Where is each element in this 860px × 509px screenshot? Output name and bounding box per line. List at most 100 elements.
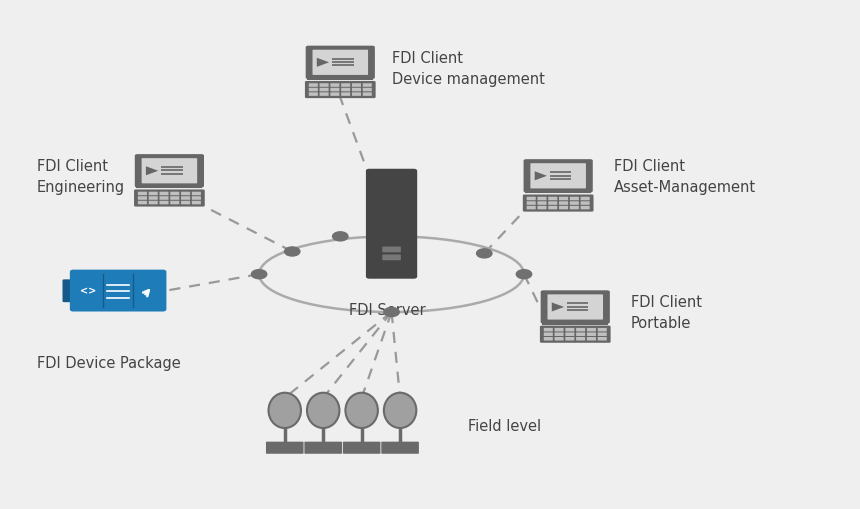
FancyBboxPatch shape	[540, 326, 611, 343]
FancyBboxPatch shape	[598, 333, 607, 336]
FancyBboxPatch shape	[366, 169, 417, 279]
Polygon shape	[552, 303, 564, 312]
FancyBboxPatch shape	[341, 84, 350, 88]
FancyBboxPatch shape	[138, 192, 147, 196]
FancyBboxPatch shape	[192, 192, 201, 196]
FancyBboxPatch shape	[555, 337, 563, 341]
Circle shape	[333, 232, 348, 241]
FancyBboxPatch shape	[320, 84, 329, 88]
FancyBboxPatch shape	[587, 328, 596, 332]
FancyBboxPatch shape	[538, 207, 546, 210]
FancyBboxPatch shape	[576, 337, 585, 341]
FancyBboxPatch shape	[352, 93, 361, 97]
FancyBboxPatch shape	[381, 442, 419, 454]
FancyBboxPatch shape	[555, 328, 563, 332]
Circle shape	[516, 270, 531, 279]
FancyBboxPatch shape	[309, 93, 318, 97]
FancyBboxPatch shape	[548, 197, 557, 201]
FancyBboxPatch shape	[138, 202, 147, 205]
FancyBboxPatch shape	[544, 333, 553, 336]
FancyBboxPatch shape	[305, 82, 376, 99]
FancyBboxPatch shape	[159, 197, 169, 201]
Text: FDI Client
Device management: FDI Client Device management	[391, 50, 544, 87]
FancyBboxPatch shape	[304, 442, 342, 454]
FancyBboxPatch shape	[181, 197, 190, 201]
FancyBboxPatch shape	[538, 202, 546, 206]
FancyBboxPatch shape	[363, 89, 372, 92]
FancyBboxPatch shape	[598, 337, 607, 341]
FancyBboxPatch shape	[330, 93, 340, 97]
Text: Field level: Field level	[469, 418, 542, 433]
FancyBboxPatch shape	[138, 197, 147, 201]
FancyBboxPatch shape	[580, 197, 590, 201]
Text: FDI Device Package: FDI Device Package	[37, 355, 181, 370]
FancyBboxPatch shape	[149, 197, 157, 201]
Text: FDI Client
Asset-Management: FDI Client Asset-Management	[614, 159, 756, 195]
FancyBboxPatch shape	[320, 93, 329, 97]
FancyBboxPatch shape	[526, 202, 536, 206]
FancyBboxPatch shape	[548, 207, 557, 210]
FancyBboxPatch shape	[555, 333, 563, 336]
FancyBboxPatch shape	[149, 192, 157, 196]
FancyBboxPatch shape	[382, 247, 401, 253]
FancyBboxPatch shape	[363, 84, 372, 88]
Ellipse shape	[384, 393, 416, 428]
Ellipse shape	[268, 393, 301, 428]
FancyBboxPatch shape	[159, 202, 169, 205]
Polygon shape	[316, 59, 329, 68]
FancyBboxPatch shape	[320, 89, 329, 92]
FancyBboxPatch shape	[352, 84, 361, 88]
FancyBboxPatch shape	[559, 197, 568, 201]
Circle shape	[285, 247, 300, 257]
Text: <>: <>	[80, 286, 96, 296]
FancyBboxPatch shape	[309, 84, 318, 88]
FancyBboxPatch shape	[341, 89, 350, 92]
FancyBboxPatch shape	[565, 333, 574, 336]
FancyBboxPatch shape	[559, 202, 568, 206]
FancyBboxPatch shape	[363, 93, 372, 97]
FancyBboxPatch shape	[565, 328, 574, 332]
FancyBboxPatch shape	[548, 202, 557, 206]
Ellipse shape	[307, 393, 340, 428]
FancyBboxPatch shape	[570, 207, 579, 210]
FancyBboxPatch shape	[330, 89, 340, 92]
FancyBboxPatch shape	[587, 333, 596, 336]
FancyBboxPatch shape	[63, 280, 77, 302]
Polygon shape	[146, 167, 158, 176]
Polygon shape	[535, 172, 547, 181]
FancyBboxPatch shape	[570, 197, 579, 201]
FancyBboxPatch shape	[149, 202, 157, 205]
FancyBboxPatch shape	[170, 197, 180, 201]
FancyBboxPatch shape	[538, 197, 546, 201]
FancyBboxPatch shape	[382, 255, 401, 261]
FancyBboxPatch shape	[352, 89, 361, 92]
FancyBboxPatch shape	[580, 207, 590, 210]
FancyBboxPatch shape	[541, 291, 610, 324]
Text: FDI Client
Portable: FDI Client Portable	[630, 295, 702, 331]
FancyBboxPatch shape	[524, 160, 593, 193]
FancyBboxPatch shape	[170, 192, 180, 196]
FancyBboxPatch shape	[134, 190, 205, 207]
FancyBboxPatch shape	[341, 93, 350, 97]
FancyBboxPatch shape	[548, 295, 603, 320]
FancyBboxPatch shape	[576, 333, 585, 336]
FancyBboxPatch shape	[544, 328, 553, 332]
FancyBboxPatch shape	[266, 442, 304, 454]
FancyBboxPatch shape	[159, 192, 169, 196]
FancyBboxPatch shape	[531, 164, 586, 189]
FancyBboxPatch shape	[312, 50, 368, 76]
FancyBboxPatch shape	[598, 328, 607, 332]
FancyBboxPatch shape	[309, 89, 318, 92]
FancyBboxPatch shape	[305, 46, 375, 80]
FancyBboxPatch shape	[343, 442, 380, 454]
Circle shape	[384, 308, 399, 317]
Text: FDI Server: FDI Server	[349, 302, 426, 317]
FancyBboxPatch shape	[526, 197, 536, 201]
Circle shape	[476, 249, 492, 259]
FancyBboxPatch shape	[570, 202, 579, 206]
FancyBboxPatch shape	[330, 84, 340, 88]
FancyBboxPatch shape	[580, 202, 590, 206]
FancyBboxPatch shape	[181, 192, 190, 196]
FancyBboxPatch shape	[523, 195, 593, 212]
FancyBboxPatch shape	[192, 197, 201, 201]
